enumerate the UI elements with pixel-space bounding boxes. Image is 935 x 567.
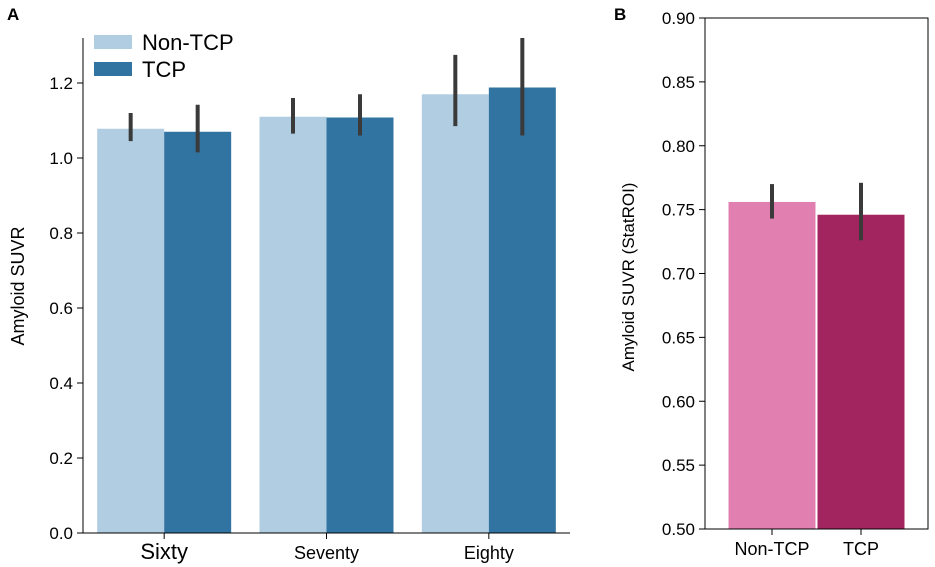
bar-sixty-tcp	[164, 131, 232, 533]
panel-a-ytick-label: 1.0	[49, 149, 73, 168]
panel-a-ytick-label: 0.8	[49, 224, 73, 243]
panel-b-ytick-label: 0.70	[662, 265, 695, 284]
panel-b-y-axis-ticks: 0.50 0.55 0.60 0.65 0.70 0.75 0.80 0.85 0.90	[662, 9, 705, 539]
panel-a-label: A	[7, 5, 19, 24]
bar-non-tcp	[728, 201, 816, 529]
panel-b-error-bars	[770, 182, 863, 241]
bar-eighty-non-tcp	[421, 94, 489, 533]
panel-b-ytick-label: 0.90	[662, 9, 695, 28]
panel-a-ytick-label: 1.2	[49, 74, 73, 93]
panel-b-plot-frame	[704, 17, 929, 530]
legend-swatch-non-tcp	[94, 35, 132, 49]
bar-eighty-tcp	[488, 87, 556, 533]
panel-b-bars	[728, 201, 905, 530]
bar-sixty-non-tcp	[97, 128, 165, 533]
panel-b-ytick-label: 0.50	[662, 520, 695, 539]
panel-a-x-axis-ticks: Sixty Seventy Eighty	[140, 533, 514, 564]
panel-a-xtick-label: Sixty	[140, 539, 188, 564]
panel-a-ytick-label: 0.6	[49, 299, 73, 318]
legend-swatch-tcp	[94, 62, 132, 76]
panel-a-xtick-label: Seventy	[294, 543, 359, 563]
panel-a-xtick-label: Eighty	[464, 543, 514, 563]
panel-b-label: B	[614, 5, 626, 24]
panel-b-ytick-label: 0.85	[662, 73, 695, 92]
panel-b-ytick-label: 0.65	[662, 328, 695, 347]
panel-b-xtick-label: Non-TCP	[734, 539, 809, 559]
panel-b-xtick-label: TCP	[843, 539, 879, 559]
bar-tcp	[817, 214, 905, 530]
panel-a-ytick-label: 0.0	[49, 524, 73, 543]
panel-a-bars	[97, 87, 556, 533]
panel-b-x-axis-ticks: Non-TCP TCP	[734, 529, 879, 559]
panel-a: A Amyloid SUVR 0.0 0.2 0.4 0.6 0.8 1.0 1.2 Six…	[7, 5, 570, 564]
legend-label-non-tcp: Non-TCP	[142, 30, 234, 55]
panel-b-ytick-label: 0.60	[662, 392, 695, 411]
panel-a-y-axis-ticks: 0.0 0.2 0.4 0.6 0.8 1.0 1.2	[49, 74, 83, 543]
bar-seventy-non-tcp	[259, 116, 327, 533]
panel-b: B Amyloid SUVR (StatROI) 0.50 0.55 0.60 0.6…	[614, 5, 929, 559]
legend-label-tcp: TCP	[142, 57, 186, 82]
bar-seventy-tcp	[326, 117, 394, 533]
panel-b-ylabel: Amyloid SUVR (StatROI)	[619, 183, 638, 372]
panel-b-ytick-label: 0.55	[662, 456, 695, 475]
panel-b-ytick-label: 0.80	[662, 137, 695, 156]
panel-b-ytick-label: 0.75	[662, 201, 695, 220]
panel-a-ylabel: Amyloid SUVR	[8, 226, 28, 345]
panel-a-error-bars	[128, 38, 525, 153]
panel-a-ytick-label: 0.2	[49, 449, 73, 468]
panel-a-legend: Non-TCP TCP	[94, 30, 234, 82]
panel-a-ytick-label: 0.4	[49, 374, 73, 393]
